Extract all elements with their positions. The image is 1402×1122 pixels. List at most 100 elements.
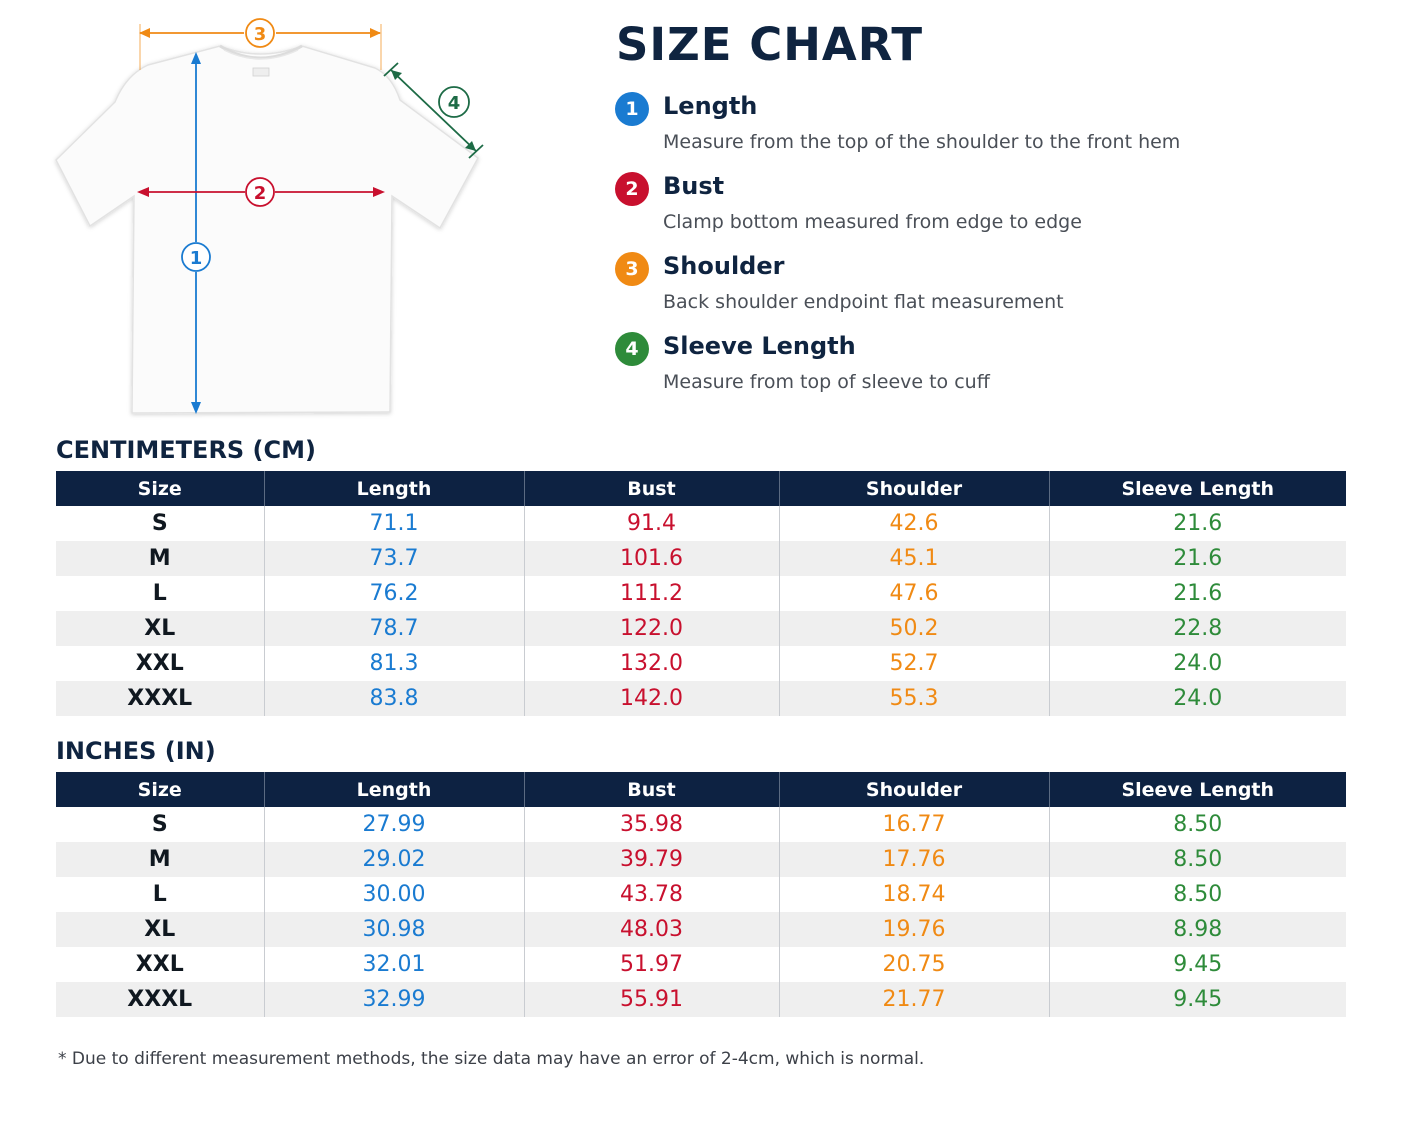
legend-badge: 2 — [615, 172, 649, 206]
bust-arrow — [137, 177, 385, 207]
table-row: XL 78.7 122.0 50.2 22.8 — [56, 611, 1346, 646]
size-cell: XXXL — [127, 686, 193, 711]
column-header: Sleeve Length — [1048, 471, 1346, 506]
legend-name: Length — [663, 92, 758, 120]
size-cell: S — [151, 511, 168, 536]
cm-size-table: Size Length Bust Shoulder Sleeve Length … — [56, 471, 1346, 716]
legend-badge: 3 — [615, 252, 649, 286]
page-title: SIZE CHART — [616, 18, 924, 71]
marker-2-label: 2 — [254, 183, 267, 204]
shoulder-cell: 45.1 — [778, 541, 1049, 576]
size-cell: XL — [144, 917, 176, 942]
column-header: Length — [263, 471, 524, 506]
table-row: M 29.02 39.79 17.76 8.50 — [56, 842, 1346, 877]
bust-cell: 43.78 — [523, 877, 779, 912]
legend-desc: Measure from the top of the shoulder to … — [663, 131, 1181, 153]
shoulder-cell: 21.77 — [778, 982, 1049, 1017]
shoulder-cell: 20.75 — [778, 947, 1049, 982]
length-cell: 78.7 — [263, 611, 524, 646]
bust-cell: 51.97 — [523, 947, 779, 982]
bust-cell: 122.0 — [523, 611, 779, 646]
sleeve-length-cell: 24.0 — [1048, 681, 1346, 716]
bust-cell: 55.91 — [523, 982, 779, 1017]
legend-name: Bust — [663, 172, 725, 200]
length-cell: 30.00 — [263, 877, 524, 912]
legend-desc: Back shoulder endpoint flat measurement — [663, 291, 1064, 313]
size-cell: XXXL — [127, 987, 193, 1012]
shoulder-cell: 52.7 — [778, 646, 1049, 681]
shoulder-arrow — [139, 18, 382, 70]
sleeve-length-cell: 9.45 — [1048, 982, 1346, 1017]
measurement-legend: 1 Length Measure from the top of the sho… — [615, 90, 1375, 410]
column-header: Shoulder — [778, 772, 1049, 807]
column-header: Size — [56, 772, 264, 807]
legend-desc: Measure from top of sleeve to cuff — [663, 371, 990, 393]
length-cell: 27.99 — [263, 807, 524, 842]
bust-cell: 111.2 — [523, 576, 779, 611]
column-header: Length — [263, 772, 524, 807]
length-cell: 30.98 — [263, 912, 524, 947]
column-header: Bust — [523, 772, 779, 807]
tshirt-measurement-diagram: 3 1 2 4 — [55, 18, 484, 414]
size-cell: L — [152, 882, 167, 907]
legend-item-length: 1 Length Measure from the top of the sho… — [615, 90, 1375, 170]
bust-cell: 132.0 — [523, 646, 779, 681]
table-header-row: Size Length Bust Shoulder Sleeve Length — [56, 471, 1346, 506]
length-cell: 71.1 — [263, 506, 524, 541]
legend-name: Sleeve Length — [663, 332, 856, 360]
table-row: L 30.00 43.78 18.74 8.50 — [56, 877, 1346, 912]
inch-section-title: INCHES (IN) — [56, 737, 216, 765]
table-row: XXL 32.01 51.97 20.75 9.45 — [56, 947, 1346, 982]
legend-name: Shoulder — [663, 252, 785, 280]
size-cell: XXL — [135, 952, 184, 977]
length-cell: 29.02 — [263, 842, 524, 877]
tshirt-collar — [219, 44, 303, 60]
shoulder-cell: 19.76 — [778, 912, 1049, 947]
size-cell: M — [148, 546, 171, 571]
sleeve-length-cell: 8.50 — [1048, 842, 1346, 877]
table-header-row: Size Length Bust Shoulder Sleeve Length — [56, 772, 1346, 807]
shoulder-cell: 50.2 — [778, 611, 1049, 646]
sleeve-length-cell: 21.6 — [1048, 541, 1346, 576]
legend-item-sleeve-length: 4 Sleeve Length Measure from top of slee… — [615, 330, 1375, 410]
sleeve-length-cell: 9.45 — [1048, 947, 1346, 982]
sleeve-arrow — [383, 62, 484, 159]
marker-3-label: 3 — [254, 24, 267, 45]
shoulder-cell: 42.6 — [778, 506, 1049, 541]
sleeve-length-cell: 21.6 — [1048, 576, 1346, 611]
shoulder-cell: 17.76 — [778, 842, 1049, 877]
footnote: * Due to different measurement methods, … — [58, 1049, 925, 1069]
bust-cell: 35.98 — [523, 807, 779, 842]
table-row: L 76.2 111.2 47.6 21.6 — [56, 576, 1346, 611]
cm-section-title: CENTIMETERS (CM) — [56, 436, 316, 464]
shoulder-cell: 55.3 — [778, 681, 1049, 716]
bust-cell: 91.4 — [523, 506, 779, 541]
sleeve-length-cell: 8.50 — [1048, 807, 1346, 842]
tshirt-shape — [55, 45, 479, 414]
length-cell: 76.2 — [263, 576, 524, 611]
size-cell: S — [151, 812, 168, 837]
sleeve-length-cell: 22.8 — [1048, 611, 1346, 646]
table-row: S 27.99 35.98 16.77 8.50 — [56, 807, 1346, 842]
bust-cell: 101.6 — [523, 541, 779, 576]
table-row: M 73.7 101.6 45.1 21.6 — [56, 541, 1346, 576]
length-cell: 73.7 — [263, 541, 524, 576]
bust-cell: 48.03 — [523, 912, 779, 947]
sleeve-length-cell: 8.50 — [1048, 877, 1346, 912]
length-cell: 83.8 — [263, 681, 524, 716]
table-row: XXXL 32.99 55.91 21.77 9.45 — [56, 982, 1346, 1017]
shoulder-cell: 16.77 — [778, 807, 1049, 842]
length-cell: 81.3 — [263, 646, 524, 681]
size-cell: XL — [144, 616, 176, 641]
legend-badge: 1 — [615, 92, 649, 126]
column-header: Shoulder — [778, 471, 1049, 506]
column-header: Bust — [523, 471, 779, 506]
column-header: Size — [56, 471, 264, 506]
sleeve-length-cell: 24.0 — [1048, 646, 1346, 681]
sleeve-length-cell: 21.6 — [1048, 506, 1346, 541]
sleeve-length-cell: 8.98 — [1048, 912, 1346, 947]
table-row: XXL 81.3 132.0 52.7 24.0 — [56, 646, 1346, 681]
legend-item-bust: 2 Bust Clamp bottom measured from edge t… — [615, 170, 1375, 250]
size-cell: XXL — [135, 651, 184, 676]
legend-item-shoulder: 3 Shoulder Back shoulder endpoint flat m… — [615, 250, 1375, 330]
